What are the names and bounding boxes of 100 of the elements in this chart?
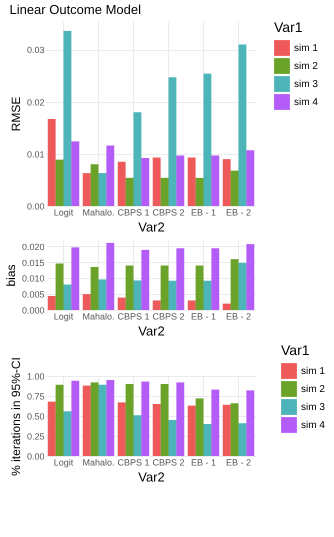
x-tick-label: Logit bbox=[54, 208, 74, 218]
x-axis-title: Var2 bbox=[138, 220, 165, 234]
y-tick-label: 0.03 bbox=[26, 45, 44, 56]
x-tick-label: EB - 2 bbox=[226, 312, 252, 322]
bar bbox=[168, 280, 176, 310]
bar bbox=[188, 158, 196, 206]
x-axis-title: Var2 bbox=[138, 324, 165, 338]
y-tick-label: 0.00 bbox=[26, 452, 44, 462]
bar bbox=[230, 170, 238, 206]
bar bbox=[141, 250, 150, 310]
y-tick-label: 1.00 bbox=[26, 372, 44, 382]
chart-title: Linear Outcome Model bbox=[9, 2, 142, 17]
y-tick-label: 0.020 bbox=[22, 242, 44, 252]
x-tick-label: CBPS 2 bbox=[152, 458, 185, 468]
bar bbox=[238, 262, 246, 310]
bar bbox=[238, 44, 246, 206]
bar bbox=[98, 384, 106, 456]
y-axis-title: RMSE bbox=[8, 96, 23, 132]
x-tick-label: CBPS 2 bbox=[152, 312, 185, 322]
bar bbox=[126, 384, 134, 456]
bar bbox=[176, 155, 184, 206]
bar bbox=[56, 264, 64, 310]
x-tick-label: EB - 1 bbox=[190, 458, 216, 468]
legend-label: sim 1 bbox=[294, 43, 318, 54]
legend-label: sim 2 bbox=[294, 61, 318, 72]
bar bbox=[141, 382, 150, 456]
bar bbox=[211, 248, 220, 310]
bar bbox=[56, 384, 64, 456]
bar bbox=[64, 411, 72, 456]
bar bbox=[118, 402, 126, 456]
bar bbox=[222, 404, 231, 456]
bar bbox=[246, 150, 254, 206]
bar bbox=[246, 390, 254, 456]
bar bbox=[196, 178, 204, 206]
bar bbox=[134, 112, 142, 206]
bar bbox=[141, 158, 150, 206]
bar bbox=[188, 300, 196, 310]
bar bbox=[230, 403, 238, 456]
x-tick-label: CBPS 2 bbox=[152, 208, 185, 218]
x-tick-label: CBPS 1 bbox=[117, 458, 150, 468]
bar bbox=[106, 380, 114, 456]
bar bbox=[188, 406, 196, 456]
bar bbox=[152, 158, 161, 206]
bar bbox=[64, 30, 72, 206]
x-tick-label: Logit bbox=[54, 312, 74, 322]
bar bbox=[168, 77, 176, 206]
bar bbox=[211, 390, 220, 456]
y-tick-label: 0.00 bbox=[26, 202, 44, 212]
legend-title: Var1 bbox=[281, 342, 310, 358]
bar bbox=[168, 420, 176, 456]
legend-label: sim 3 bbox=[301, 402, 326, 413]
legend-label: sim 2 bbox=[301, 384, 326, 395]
x-axis-title: Var2 bbox=[138, 470, 165, 484]
x-tick-label: CBPS 1 bbox=[117, 312, 150, 322]
bar bbox=[246, 244, 254, 310]
bar bbox=[98, 173, 106, 206]
bar bbox=[230, 259, 238, 310]
y-axis-title: bias bbox=[4, 264, 18, 287]
bar bbox=[152, 300, 161, 310]
bar bbox=[204, 424, 212, 456]
bar bbox=[134, 415, 142, 456]
bar bbox=[98, 279, 106, 310]
y-axis-title: % iterations in 95%-CI bbox=[8, 357, 23, 476]
bar bbox=[82, 173, 91, 206]
bar bbox=[48, 118, 56, 206]
y-tick-label: 0.010 bbox=[22, 274, 44, 284]
x-tick-label: EB - 1 bbox=[190, 208, 216, 218]
bar bbox=[204, 74, 212, 206]
legend-label: sim 4 bbox=[301, 420, 326, 431]
bar bbox=[160, 384, 168, 456]
bar bbox=[126, 265, 134, 310]
bar bbox=[90, 267, 98, 310]
bar bbox=[222, 159, 231, 206]
x-tick-label: CBPS 1 bbox=[117, 208, 150, 218]
y-tick-label: 0.02 bbox=[26, 97, 44, 108]
bar bbox=[160, 265, 168, 310]
bar bbox=[118, 298, 126, 310]
legend-label: sim 3 bbox=[294, 79, 318, 90]
x-tick-label: Mahalo. bbox=[82, 458, 115, 468]
bar bbox=[71, 380, 80, 456]
bar bbox=[82, 294, 91, 310]
x-tick-label: EB - 1 bbox=[190, 312, 216, 322]
legend-label: sim 1 bbox=[301, 366, 326, 377]
bar bbox=[176, 382, 184, 456]
bar bbox=[48, 296, 56, 310]
bar bbox=[211, 155, 220, 206]
bar bbox=[71, 141, 80, 206]
x-tick-label: Mahalo. bbox=[82, 208, 115, 218]
y-tick-label: 0.75 bbox=[26, 392, 44, 402]
bar bbox=[90, 382, 98, 456]
bar bbox=[90, 164, 98, 206]
x-tick-label: Mahalo. bbox=[82, 312, 115, 322]
bar bbox=[152, 404, 161, 456]
y-tick-label: 0.005 bbox=[22, 290, 44, 300]
bar bbox=[196, 265, 204, 310]
x-tick-label: Logit bbox=[54, 458, 74, 468]
bar bbox=[48, 402, 56, 456]
bar bbox=[134, 280, 142, 310]
y-tick-label: 0.01 bbox=[26, 149, 44, 160]
legend-title: Var1 bbox=[274, 19, 303, 35]
